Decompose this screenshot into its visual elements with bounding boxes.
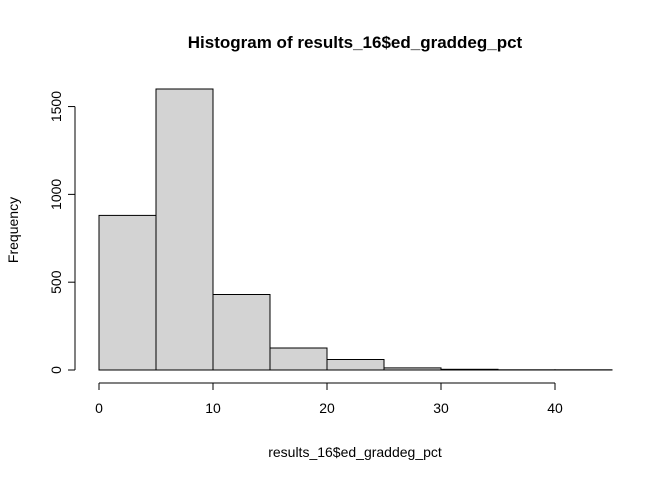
x-axis-label: results_16$ed_graddeg_pct — [268, 444, 442, 460]
histogram-bar — [269, 347, 328, 371]
histogram-bar — [212, 294, 271, 371]
y-axis: 0 500 1000 1500 — [48, 91, 76, 374]
histogram-bar — [440, 368, 499, 371]
histogram-bars — [98, 88, 613, 371]
histogram-bar — [98, 214, 157, 371]
y-tick-label: 0 — [48, 366, 64, 374]
y-tick-label: 1000 — [48, 179, 64, 210]
y-tick-label: 500 — [48, 270, 64, 294]
x-axis: 0 10 20 30 40 — [95, 382, 563, 416]
histogram-bar — [155, 88, 214, 371]
x-tick-label: 40 — [547, 400, 563, 416]
x-tick-label: 20 — [319, 400, 335, 416]
y-axis-label: Frequency — [5, 197, 21, 263]
x-tick-label: 10 — [205, 400, 221, 416]
chart-title: Histogram of results_16$ed_graddeg_pct — [188, 33, 523, 52]
x-tick-label: 0 — [95, 400, 103, 416]
x-tick-label: 30 — [433, 400, 449, 416]
histogram-bar — [326, 359, 385, 371]
histogram-bar — [383, 367, 442, 371]
y-tick-label: 1500 — [48, 91, 64, 122]
